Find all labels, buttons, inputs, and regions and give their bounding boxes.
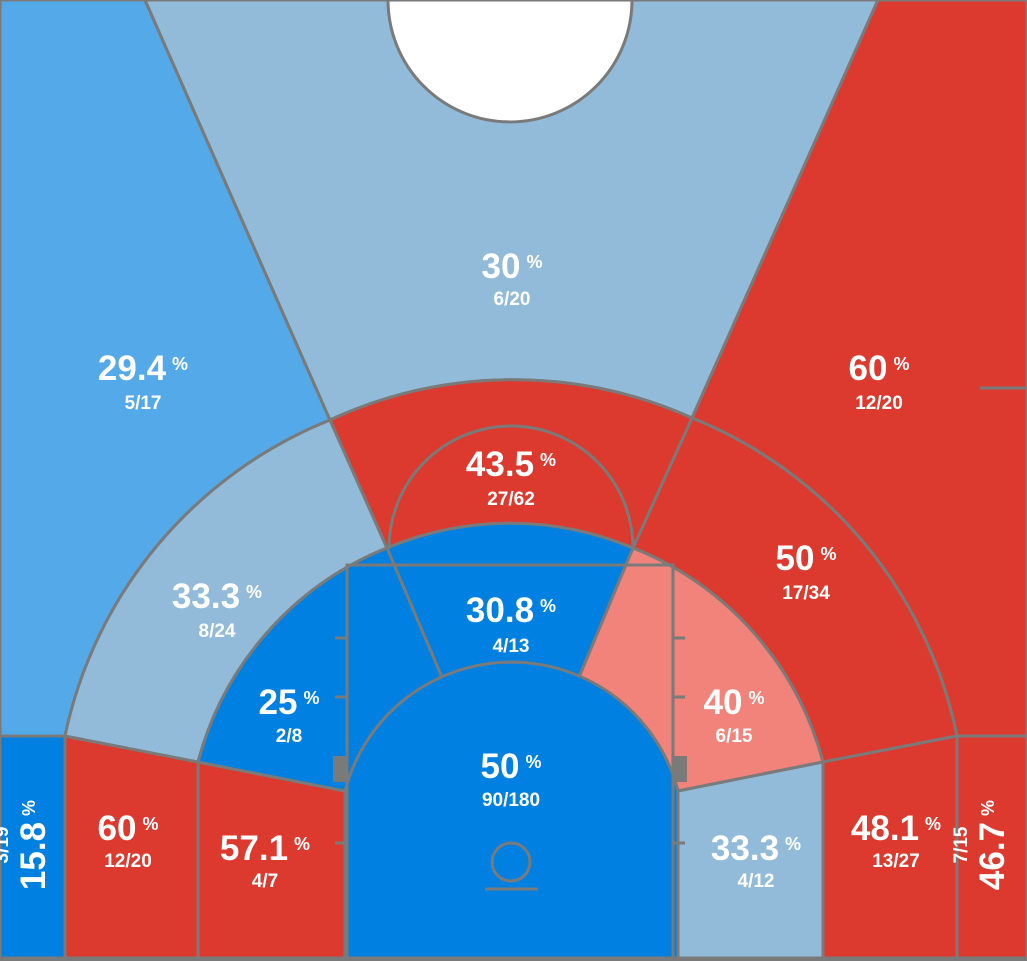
zone-baseline-long-two-right [821,734,959,961]
lane-block-left [333,756,347,782]
zone-percent: 30.8% [466,591,556,630]
zone-percent: 46.7% [973,800,1012,890]
zone-label-corner-three-right: 46.7%7/15 [951,800,1012,890]
zone-percent: 30% [482,247,543,286]
zone-fraction: 6/15 [716,726,753,747]
zone-label-short-baseline-left: 57.1 % 4/7 [220,829,310,892]
zone-label-baseline-long-two-left: 60 % 12/20 [98,809,159,872]
zone-fraction: 12/20 [855,393,903,414]
zone-label-wing-three-left: 29.4 % 5/17 [98,349,188,414]
zone-percent: 29.4% [98,349,188,388]
zone-percent: 40% [704,683,765,722]
zone-fraction: 27/62 [487,489,535,510]
hoop [490,841,532,883]
zone-label-short-top: 30.8 % 4/13 [466,591,556,657]
zone-baseline-long-two-left [63,734,200,961]
zone-label-baseline-long-two-right: 48.1 % 13/27 [851,809,941,872]
zone-percent: 43.5% [466,445,556,484]
center-circle [386,0,634,124]
lane-block-right [673,756,687,782]
zone-percent: 57.1% [220,829,310,868]
zone-percent: 60% [98,809,159,848]
zone-fraction: 3/19 [0,827,13,864]
zone-fraction: 13/27 [872,851,920,872]
zone-fraction: 12/20 [104,851,152,872]
zone-fraction: 6/20 [494,289,531,310]
zone-label-corner-three-left: 15.8%3/19 [0,800,53,890]
zone-percent: 15.8% [14,800,53,890]
zone-percent: 33.3% [711,829,801,868]
zone-fraction: 5/17 [125,393,162,414]
zone-label-short-wing-right: 40 % 6/15 [704,683,765,747]
zone-percent: 60% [849,349,910,388]
zone-fraction: 4/12 [738,871,775,892]
zone-label-wing-long-two-right: 50 % 17/34 [776,539,837,604]
zone-fraction: 90/180 [482,790,540,811]
zone-label-short-baseline-right: 33.3 % 4/12 [711,829,801,892]
zone-fraction: 8/24 [199,621,236,642]
zone-fraction: 4/7 [252,871,278,892]
zone-fraction: 17/34 [782,583,830,604]
zone-percent: 25% [259,683,320,722]
zone-fraction: 7/15 [951,826,972,863]
zone-labels: 15.8%3/19 29.4 % 5/17 30 % 6/20 60 % 12/20 46.7%7/… [0,247,1012,892]
zone-percent: 50% [776,539,837,578]
zone-fraction: 2/8 [276,726,302,747]
zone-percent: 50% [481,747,542,786]
zone-label-wing-long-two-left: 33.3 % 8/24 [172,577,262,642]
zone-percent: 48.1% [851,809,941,848]
zone-label-restricted-area: 50 % 90/180 [481,747,542,811]
zone-label-top-three: 30 % 6/20 [482,247,543,310]
free-throw-circle [387,424,635,549]
zone-label-wing-three-right: 60 % 12/20 [849,349,910,414]
zone-label-top-long-two: 43.5 % 27/62 [466,445,556,510]
zone-label-short-wing-left: 25 %2/8 [259,683,320,747]
zone-fraction: 4/13 [493,636,530,657]
zone-percent: 33.3% [172,577,262,616]
zone-restricted-area [343,660,680,961]
